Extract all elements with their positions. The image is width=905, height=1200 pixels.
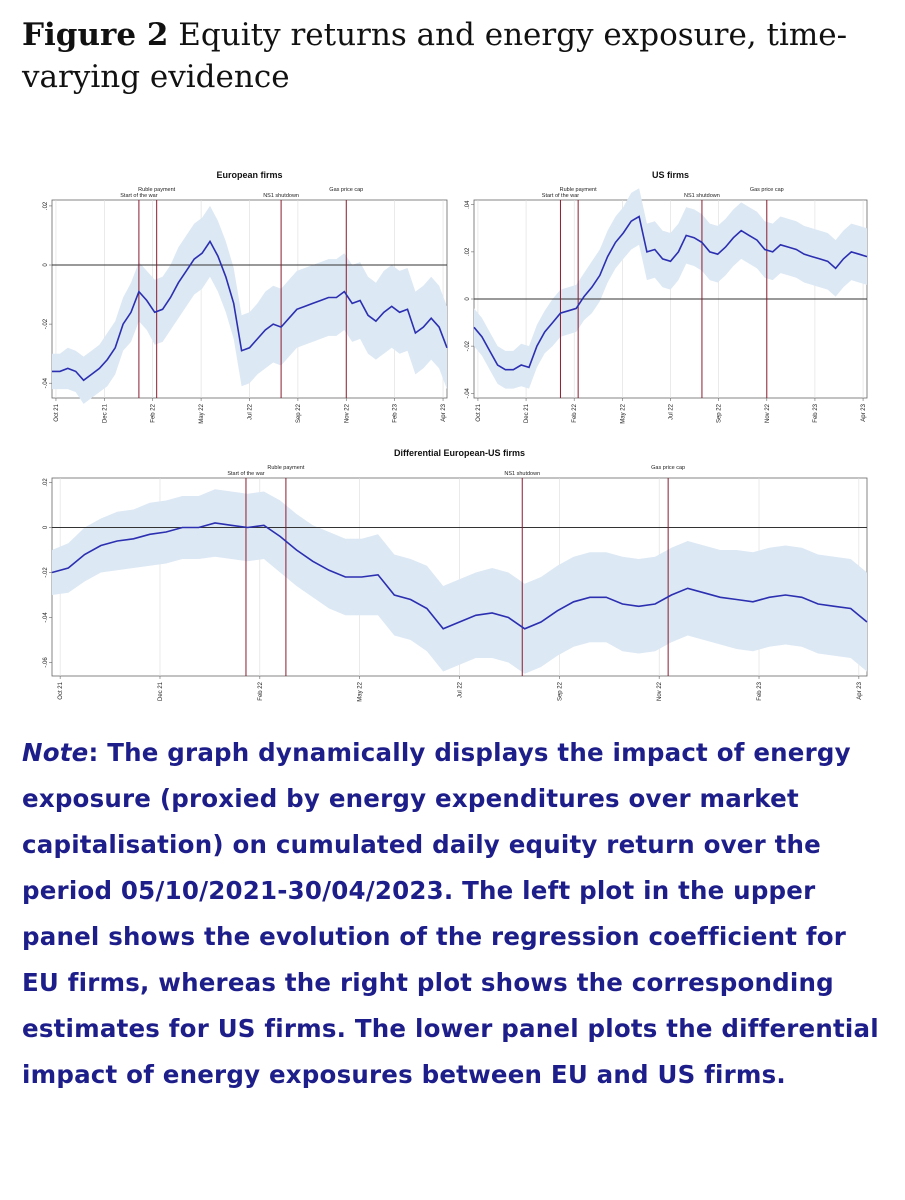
x-tick-label: Oct 21	[58, 681, 64, 699]
event-label: Gas price cap	[750, 187, 784, 193]
event-label: Start of the war	[542, 193, 579, 199]
chart-differential: Differential European-US firms Oct 21 Dec …	[30, 438, 872, 713]
event-label: Start of the war	[120, 193, 157, 199]
y-tick-label: 0	[43, 263, 49, 267]
y-tick-label: 0	[43, 525, 49, 529]
x-tick-label: Jul 22	[248, 403, 254, 420]
x-tick-label: Feb 23	[757, 681, 763, 700]
x-tick-label: Nov 22	[765, 403, 771, 423]
x-tick-label: Nov 22	[344, 403, 350, 423]
y-tick-label: -.02	[43, 567, 49, 578]
x-tick-label: Feb 23	[813, 403, 819, 422]
y-tick-label: .02	[43, 201, 49, 210]
coefficient-line	[52, 239, 448, 382]
coefficient-line	[473, 215, 868, 371]
confidence-band	[52, 489, 867, 674]
x-tick-label: Feb 22	[151, 403, 157, 422]
figure-heading: Figure 2 Equity returns and energy expos…	[22, 14, 882, 98]
event-label: NS1 shutdown	[504, 471, 540, 477]
x-tick-label: Jul 22	[669, 403, 675, 420]
y-tick-label: -.02	[43, 318, 49, 329]
y-tick-label: -.04	[465, 387, 471, 398]
figure-title: Equity returns and energy exposure, time…	[22, 17, 848, 95]
chart-european-firms: European firms Oct 21 Dec 21 Feb 22 May 22 Ju…	[30, 160, 450, 435]
chart-title: Differential European-US firms	[394, 448, 525, 458]
x-tick-label: Dec 21	[102, 403, 108, 423]
x-tick-label: Sep 22	[717, 403, 723, 423]
x-tick-label: May 22	[358, 681, 364, 701]
event-label: NS1 shutdown	[263, 193, 299, 199]
y-tick-label: .02	[465, 247, 471, 256]
x-tick-label: Oct 21	[54, 403, 60, 421]
y-tick-label: 0	[465, 297, 471, 301]
event-label: Ruble payment	[560, 187, 597, 193]
x-tick-label: Apr 23	[857, 681, 863, 699]
x-tick-label: Jul 22	[458, 681, 464, 698]
chart-title: European firms	[216, 170, 282, 180]
x-tick-label: Apr 23	[441, 403, 447, 421]
event-label: Gas price cap	[651, 465, 685, 471]
event-label: Gas price cap	[329, 187, 363, 193]
confidence-band	[474, 188, 867, 389]
event-label: Start of the war	[227, 471, 264, 477]
y-tick-label: -.02	[465, 340, 471, 351]
x-tick-label: Feb 22	[572, 403, 578, 422]
differential-svg: Differential European-US firms Oct 21 Dec …	[43, 448, 868, 702]
note-lead: Note	[22, 738, 89, 767]
chart-title: US firms	[652, 170, 689, 180]
event-label: Ruble payment	[267, 465, 304, 471]
x-tick-label: May 22	[620, 403, 626, 423]
note-paragraph: Note: The graph dynamically displays the…	[22, 730, 887, 1098]
y-tick-label: .04	[465, 200, 471, 209]
x-tick-label: Oct 21	[476, 403, 482, 421]
european-firms-svg: European firms Oct 21 Dec 21 Feb 22 May 22 Ju…	[43, 170, 448, 424]
x-tick-label: May 22	[199, 403, 205, 423]
x-tick-label: Dec 21	[158, 681, 164, 701]
note-text: : The graph dynamically displays the imp…	[22, 738, 879, 1089]
event-label: NS1 shutdown	[684, 193, 720, 199]
us-firms-svg: US firms Oct 21 Dec 21 Feb 22 May 22 Jul 22 Se…	[465, 170, 868, 424]
x-tick-label: Feb 22	[258, 681, 264, 700]
event-label: Ruble payment	[138, 187, 175, 193]
x-tick-label: Feb 23	[393, 403, 399, 422]
y-tick-label: .02	[43, 478, 49, 487]
coefficient-line	[51, 522, 868, 630]
confidence-band	[52, 205, 447, 404]
x-tick-label: Dec 21	[524, 403, 530, 423]
x-tick-label: Apr 23	[861, 403, 867, 421]
y-tick-label: -.04	[43, 612, 49, 623]
chart-us-firms: US firms Oct 21 Dec 21 Feb 22 May 22 Jul 22 Se…	[452, 160, 872, 435]
x-tick-label: Sep 22	[296, 403, 302, 423]
y-tick-label: -.04	[43, 377, 49, 388]
y-tick-label: -.06	[43, 657, 49, 668]
figure-label: Figure 2	[22, 17, 169, 53]
x-tick-label: Sep 22	[557, 681, 563, 701]
x-tick-label: Nov 22	[657, 681, 663, 701]
